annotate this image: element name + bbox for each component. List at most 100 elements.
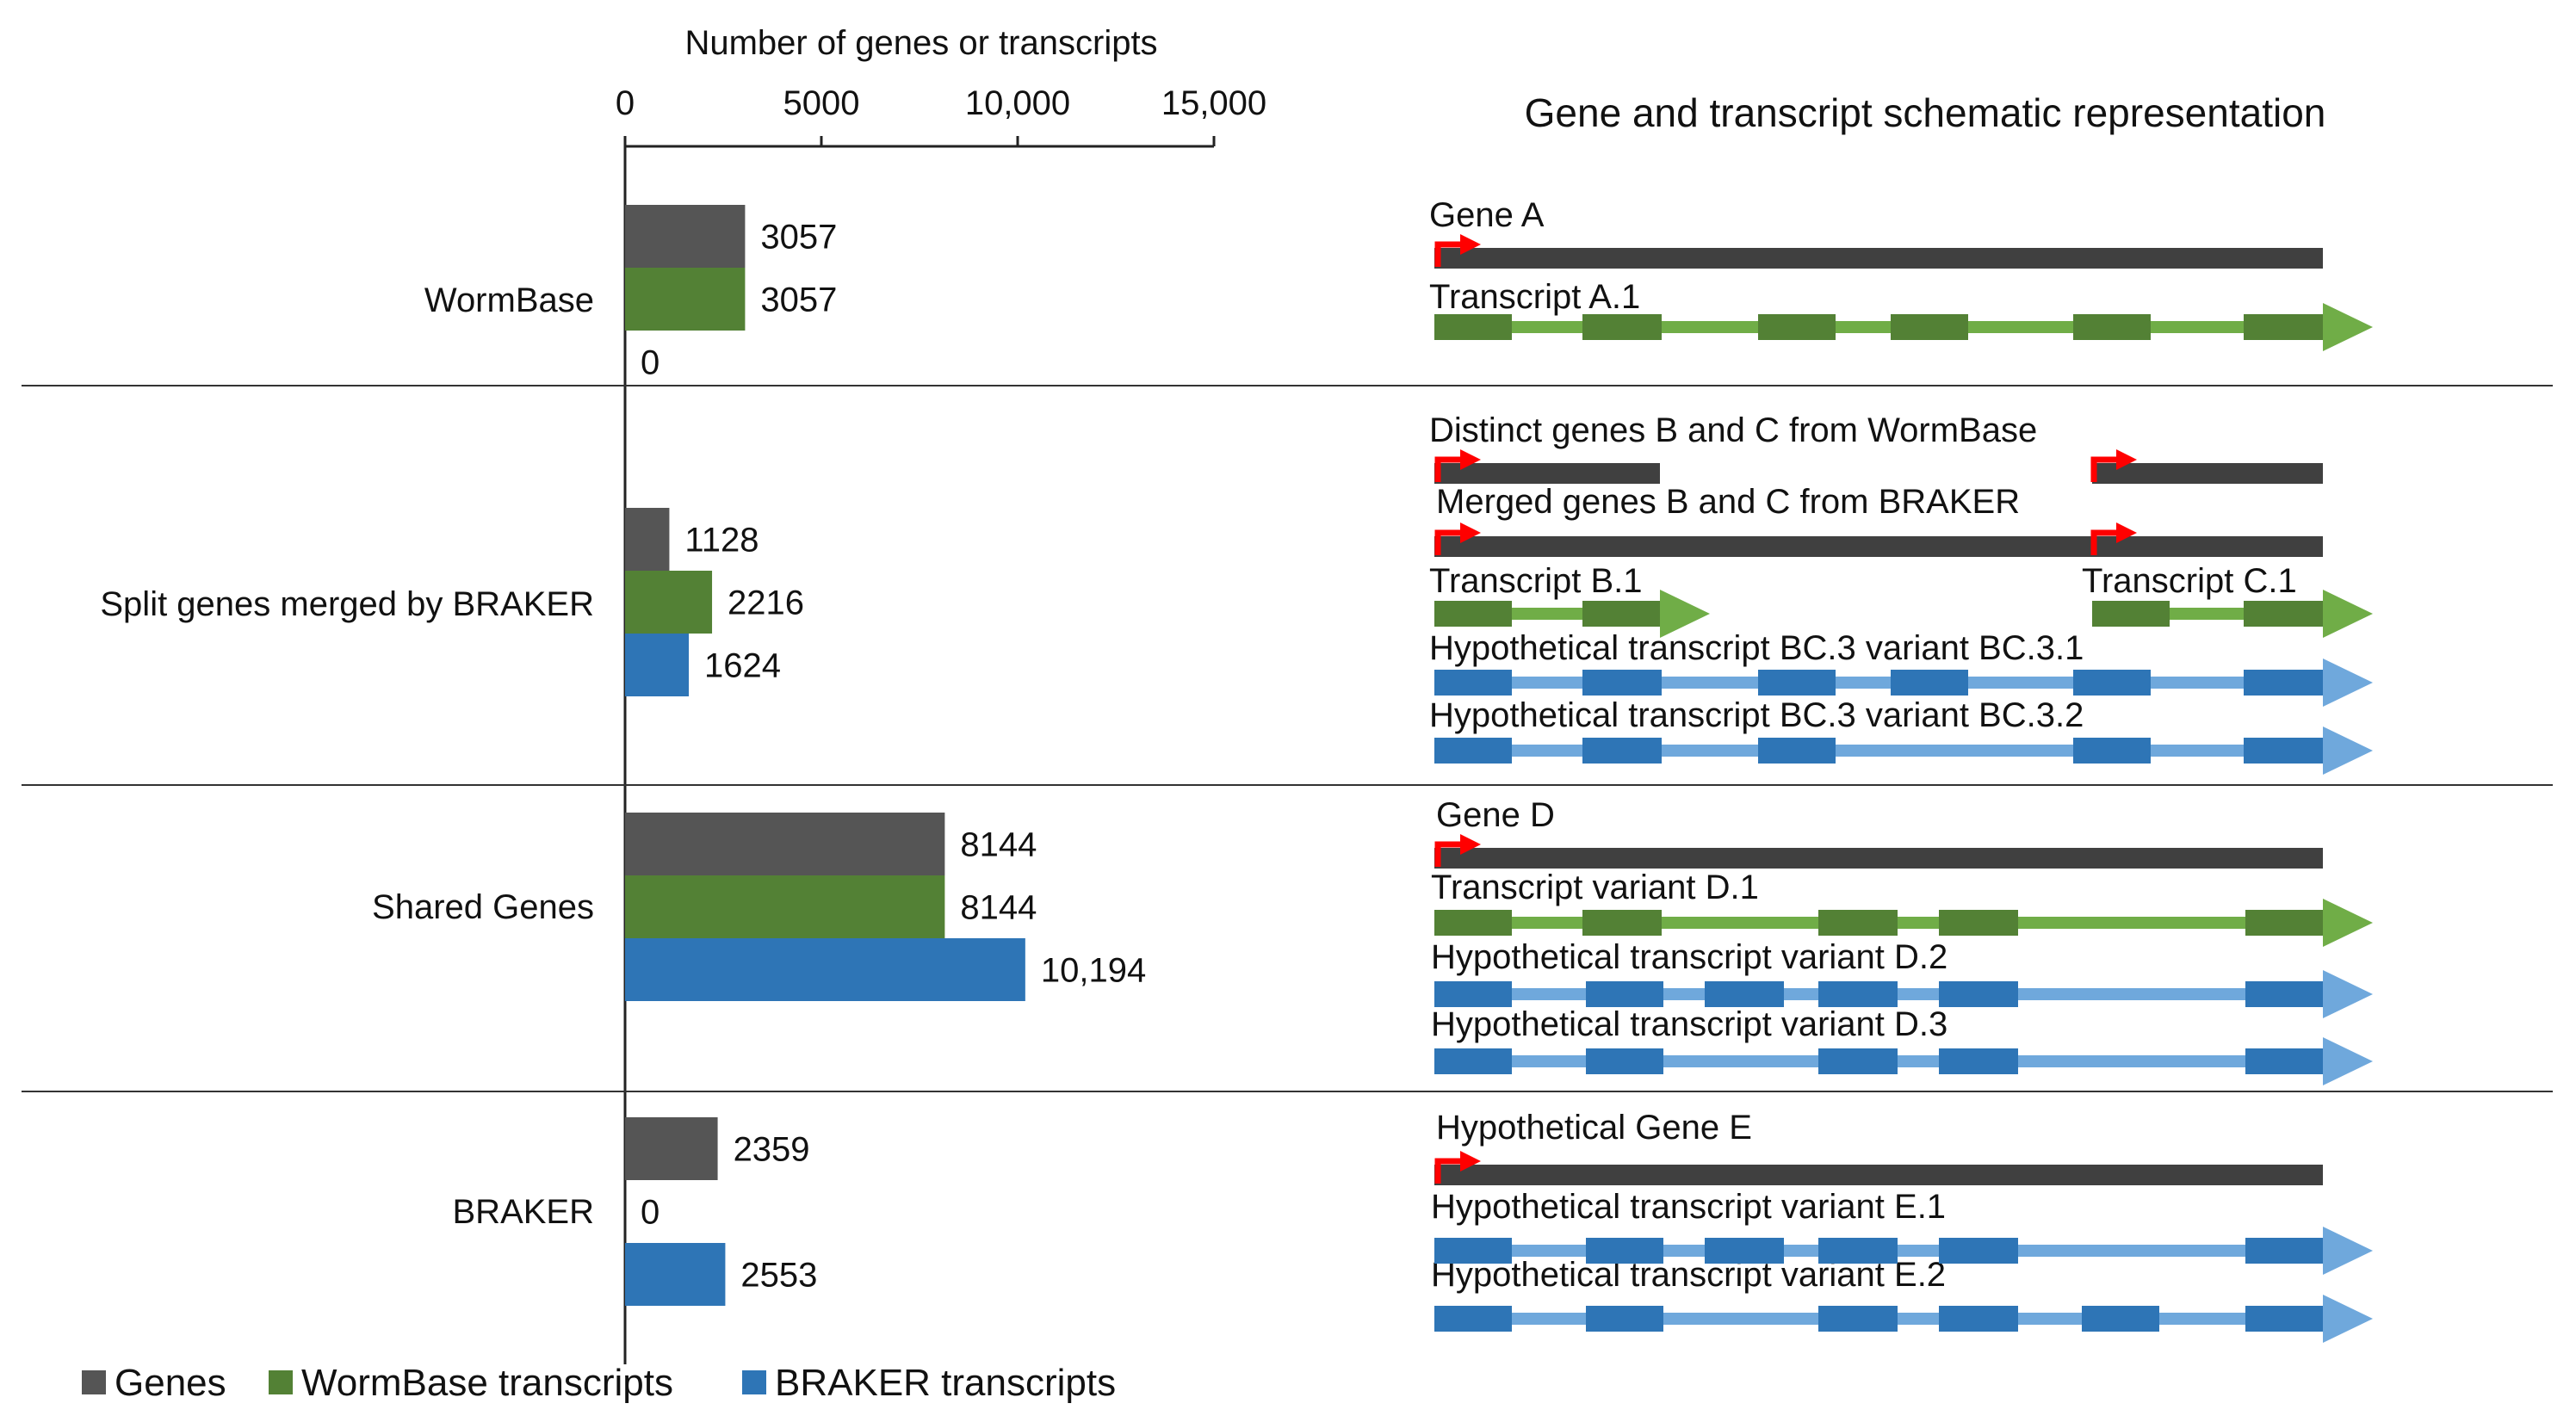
exon (2244, 670, 2323, 696)
exon (2245, 1238, 2323, 1264)
transcript-arrowhead (2323, 899, 2373, 947)
tss-arrow-icon (2090, 456, 2118, 482)
exon (1582, 738, 1662, 764)
intron-line (1434, 745, 2323, 757)
exon (1586, 1306, 1663, 1332)
bar-value-label: 8144 (960, 889, 1037, 927)
schematic-title: Gene and transcript schematic representa… (1525, 90, 2326, 135)
x-tick-label: 0 (616, 84, 635, 122)
exon (1939, 1306, 2018, 1332)
exon (1586, 1048, 1663, 1074)
tss-arrowhead (1460, 1151, 1481, 1172)
exon (1434, 910, 1512, 936)
bar-value-label: 8144 (960, 826, 1037, 864)
exon (1582, 314, 1662, 340)
bar (625, 875, 945, 938)
bar (625, 1243, 726, 1306)
transcript-arrowhead (2323, 590, 2373, 638)
transcript-a1-label: Transcript A.1 (1429, 278, 1640, 316)
exon (1818, 1048, 1898, 1074)
bar-value-label: 10,194 (1041, 952, 1146, 990)
exon (1582, 601, 1660, 627)
bar (625, 205, 746, 268)
bar-value-label: 0 (641, 344, 659, 382)
category-label-shared-genes: Shared Genes (372, 888, 594, 926)
bar-value-label: 1624 (704, 647, 781, 685)
legend-swatch-braker-transcripts (742, 1370, 766, 1394)
transcript-c1-label: Transcript C.1 (2082, 562, 2297, 600)
intron-line (1434, 321, 2323, 333)
transcript-d3-label: Hypothetical transcript variant D.3 (1431, 1005, 1947, 1043)
gene-e-label: Hypothetical Gene E (1436, 1109, 1752, 1147)
tss-arrow-icon (1434, 241, 1462, 267)
exon (2073, 314, 2151, 340)
exon (1586, 981, 1663, 1007)
x-tick-label: 15,000 (1161, 84, 1266, 122)
tss-arrowhead (2116, 522, 2137, 543)
exon (1434, 1048, 1512, 1074)
gene-bar (1434, 248, 2323, 269)
exon (1434, 601, 1512, 627)
exon (1818, 910, 1898, 936)
tss-arrow-icon (1434, 456, 1462, 482)
exon (1758, 738, 1836, 764)
x-tick-label: 10,000 (965, 84, 1070, 122)
tss-arrowhead (1460, 449, 1481, 470)
exon (1758, 314, 1836, 340)
exon (2244, 738, 2323, 764)
exon (2092, 601, 2170, 627)
transcript-arrowhead (1660, 590, 1710, 638)
transcript-bc32-label: Hypothetical transcript BC.3 variant BC.… (1429, 696, 2084, 734)
category-label-wormbase: WormBase (424, 281, 594, 319)
legend-label-braker-transcripts: BRAKER transcripts (775, 1362, 1116, 1404)
tss-arrow-icon (1434, 529, 1462, 555)
exon (2245, 910, 2323, 936)
bar-value-label: 2553 (740, 1257, 817, 1295)
gene-bar (1434, 536, 2323, 557)
tss-arrow-icon (1434, 841, 1462, 867)
exon (1582, 910, 1662, 936)
exon (1586, 1238, 1663, 1264)
merged-genes-bc-label: Merged genes B and C from BRAKER (1436, 483, 2020, 521)
legend: Genes WormBase transcripts BRAKER transc… (82, 1362, 1116, 1404)
tss-arrowhead (1460, 522, 1481, 543)
transcript-e1-label: Hypothetical transcript variant E.1 (1431, 1188, 1946, 1226)
legend-label-genes: Genes (115, 1362, 226, 1404)
exon (2073, 670, 2151, 696)
legend-swatch-wormbase-transcripts (269, 1370, 293, 1394)
exon (1818, 1238, 1898, 1264)
exon (1434, 1306, 1512, 1332)
transcript-b1-label: Transcript B.1 (1429, 562, 1642, 600)
exon (2245, 981, 2323, 1007)
exon (1582, 670, 1662, 696)
intron-line (1434, 677, 2323, 689)
x-axis-ticks: 0 5000 10,000 15,000 (616, 84, 1266, 146)
category-label-braker: BRAKER (453, 1193, 595, 1231)
gene-d-label: Gene D (1436, 796, 1555, 834)
gene-bar (1434, 463, 1660, 484)
exon (2245, 1048, 2323, 1074)
bar-value-label: 0 (641, 1194, 659, 1232)
transcript-arrowhead (2323, 726, 2373, 775)
transcript-arrowhead (2323, 303, 2373, 351)
transcript-d2-label: Hypothetical transcript variant D.2 (1431, 938, 1947, 976)
tss-arrowhead (1460, 834, 1481, 855)
transcript-d1-label: Transcript variant D.1 (1431, 869, 1759, 906)
bar (625, 571, 713, 634)
exon (1818, 981, 1898, 1007)
schematic-graphics (1434, 234, 2373, 1343)
exon (1434, 1238, 1512, 1264)
exon (1939, 981, 2018, 1007)
exon (2244, 314, 2323, 340)
tss-arrowhead (2116, 449, 2137, 470)
tss-arrowhead (1460, 234, 1481, 255)
x-axis-title: Number of genes or transcripts (684, 24, 1157, 62)
exon (1891, 670, 1968, 696)
transcript-bc31-label: Hypothetical transcript BC.3 variant BC.… (1429, 629, 2084, 667)
gene-bar (2092, 463, 2323, 484)
bar-value-label: 2359 (734, 1131, 810, 1169)
gene-a-label: Gene A (1429, 196, 1545, 234)
bar (625, 268, 746, 331)
tss-arrow-icon (1434, 1158, 1462, 1184)
bar (625, 1117, 718, 1180)
